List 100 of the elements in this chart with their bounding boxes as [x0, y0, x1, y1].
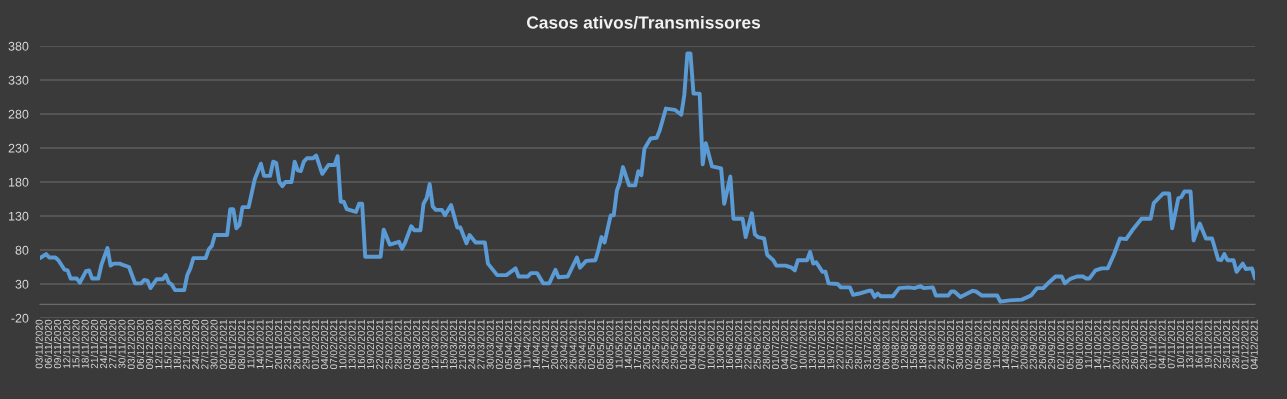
x-tick-label: 10/11/2021 [1176, 319, 1185, 368]
x-tick-label: 21/11/2020 [90, 319, 98, 369]
x-tick-label: 20/09/2021 [1020, 319, 1028, 369]
x-tick-label: 09/11/2020 [53, 319, 62, 369]
x-tick-label: 13/06/2021 [716, 319, 724, 369]
x-tick-label: 28/07/2021 [854, 319, 862, 369]
x-tick-label: 13/07/2021 [808, 319, 816, 369]
x-tick-label: 29/04/2021 [578, 319, 586, 369]
x-tick-label: 12/03/2021 [431, 319, 439, 369]
x-tick-label: 23/10/2021 [1121, 319, 1129, 369]
x-tick-label: 11/10/2021 [1084, 319, 1092, 368]
x-tick-label: 12/11/2020 [62, 319, 71, 368]
x-tick-label: 06/12/2020 [136, 319, 144, 370]
x-tick-label: 05/05/2021 [596, 319, 605, 370]
y-tick-label: 230 [8, 143, 29, 153]
x-tick-label: 24/08/2021 [937, 319, 945, 369]
x-tick-label: 02/05/2021 [587, 319, 595, 370]
y-tick-label: 30 [15, 279, 29, 289]
x-tick-label: 20/05/2021 [642, 319, 651, 369]
x-tick-label: 29/09/2021 [1047, 319, 1056, 369]
x-tick-label: 23/05/2021 [652, 319, 660, 369]
x-tick-label: 11/01/2021 [247, 319, 255, 368]
x-tick-label: 29/01/2021 [302, 319, 310, 369]
x-tick-label: 10/07/2021 [799, 319, 807, 369]
x-tick-label: 26/04/2021 [569, 319, 577, 369]
x-tick-label: 07/02/2021 [329, 319, 338, 370]
x-tick-label: 14/09/2021 [1001, 319, 1010, 369]
x-tick-label: 10/06/2021 [707, 319, 715, 369]
x-tick-label: 31/07/2021 [863, 319, 872, 370]
x-tick-label: 26/01/2021 [293, 319, 301, 369]
x-tick-label: 29/10/2021 [1139, 319, 1148, 369]
x-tick-label: 09/12/2020 [145, 319, 154, 370]
y-tick-label: 330 [8, 75, 29, 85]
x-tick-label: 04/12/2021 [1250, 319, 1258, 370]
x-tick-label: 25/11/2021 [1222, 319, 1231, 369]
x-tick-label: 21/03/2021 [458, 319, 467, 369]
x-tick-label: 01/07/2021 [771, 319, 780, 370]
x-tick-label: 02/01/2021 [219, 319, 227, 370]
x-tick-label: 08/10/2021 [1075, 319, 1083, 370]
x-tick-label: 10/02/2021 [339, 319, 347, 369]
x-tick-label: 01/12/2021 [1241, 319, 1249, 370]
x-tick-label: 28/06/2021 [762, 319, 770, 369]
y-tick-label: 380 [8, 41, 29, 51]
x-tick-label: 22/06/2021 [744, 319, 752, 369]
x-tick-label: 05/09/2021 [974, 319, 982, 370]
x-tick-label: 11/04/2021 [523, 319, 531, 368]
x-tick-label: 24/12/2020 [191, 319, 200, 369]
x-tick-label: 17/10/2021 [1103, 319, 1111, 369]
x-tick-label: 04/07/2021 [780, 319, 789, 370]
x-tick-label: 05/04/2021 [504, 319, 513, 370]
line-series [40, 51, 1255, 304]
x-tick-label: 14/01/2021 [256, 319, 264, 369]
x-tick-label: 30/12/2020 [210, 319, 218, 370]
y-tick-label: 80 [15, 245, 29, 255]
x-tick-label: 20/10/2021 [1112, 319, 1120, 369]
x-tick-label: 21/12/2020 [182, 319, 190, 369]
x-tick-label: 25/02/2021 [385, 319, 393, 369]
x-tick-label: 15/12/2020 [164, 319, 172, 369]
x-tick-label: 12/08/2021 [900, 319, 908, 369]
x-tick-label: 27/11/2020 [108, 319, 117, 369]
x-tick-label: 29/05/2021 [670, 319, 678, 369]
x-tick-label: 22/11/2021 [1213, 319, 1221, 369]
x-tick-label: 01/06/2021 [679, 319, 687, 370]
y-tick-label: 180 [8, 177, 29, 187]
x-tick-label: 04/06/2021 [688, 319, 697, 370]
x-tick-label: 02/10/2021 [1057, 319, 1065, 370]
x-tick-label: 21/08/2021 [928, 319, 936, 369]
x-tick-label: 14/04/2021 [532, 319, 540, 369]
x-tick-label: 07/06/2021 [698, 319, 706, 370]
x-tick-label: 03/12/2020 [127, 319, 135, 370]
x-tick-label: 16/07/2021 [817, 319, 826, 369]
x-tick-label: 30/08/2021 [955, 319, 964, 370]
y-tick-label: -20 [11, 313, 29, 323]
x-tick-label: 18/11/2020 [81, 319, 89, 368]
x-tick-label: 06/03/2021 [412, 319, 421, 370]
x-tick-label: 08/01/2021 [237, 319, 246, 370]
x-tick-label: 26/09/2021 [1038, 319, 1046, 369]
x-tick-label: 23/09/2021 [1029, 319, 1037, 369]
x-tick-label: 19/07/2021 [826, 319, 835, 369]
x-tick-label: 25/07/2021 [845, 319, 853, 369]
x-tick-label: 05/01/2021 [228, 319, 236, 370]
x-tick-label: 23/01/2021 [283, 319, 292, 369]
x-tick-label: 16/06/2021 [725, 319, 734, 369]
x-tick-label: 14/05/2021 [624, 319, 632, 369]
x-tick-label: 17/04/2021 [541, 319, 549, 369]
x-tick-label: 16/11/2021 [1195, 319, 1203, 368]
x-tick-label: 09/03/2021 [421, 319, 430, 370]
x-tick-label: 04/11/2021 [1158, 319, 1166, 369]
x-tick-label: 02/04/2021 [495, 319, 503, 370]
x-tick-label: 08/05/2021 [606, 319, 614, 370]
x-tick-label: 27/03/2021 [477, 319, 485, 369]
x-tick-label: 17/09/2021 [1011, 319, 1019, 369]
x-tick-label: 15/03/2021 [440, 319, 448, 369]
x-tick-label: 24/03/2021 [467, 319, 476, 369]
x-tick-label: 26/10/2021 [1130, 319, 1139, 369]
x-tick-label: 22/02/2021 [375, 319, 384, 369]
x-tick-label: 08/09/2021 [983, 319, 991, 370]
x-tick-label: 15/08/2021 [909, 319, 918, 369]
x-tick-label: 14/10/2021 [1093, 319, 1102, 369]
x-tick-label: 19/11/2021 [1204, 319, 1212, 368]
